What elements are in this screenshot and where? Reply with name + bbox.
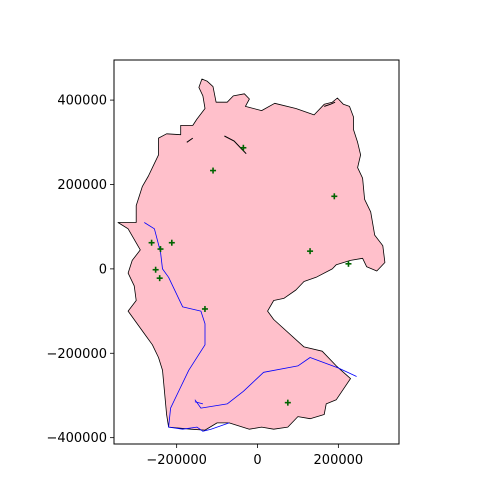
plot-area (117, 78, 386, 432)
city-point-marker (201, 305, 208, 312)
city-point-marker (156, 275, 163, 282)
x-axis: −200000 0 200000 (146, 444, 363, 468)
coastline-segment (186, 137, 194, 143)
axes-frame (113, 59, 400, 445)
city-point-marker (152, 266, 159, 273)
city-point-marker (148, 239, 155, 246)
city-point-marker (210, 167, 217, 174)
y-axis: 400000 200000 0 −200000 −400000 (46, 94, 114, 446)
y-tick-label: 0 (99, 262, 107, 277)
city-point-marker (331, 193, 338, 200)
y-tick-label: 200000 (57, 178, 107, 193)
y-tick-label: −200000 (46, 347, 107, 362)
x-tick-label: 0 (253, 453, 261, 468)
y-tick-label: −400000 (46, 431, 107, 446)
river-line (194, 357, 357, 409)
city-point-marker (284, 399, 291, 406)
river-line (194, 401, 204, 405)
coastline-segment (224, 135, 247, 155)
city-point-marker (345, 260, 352, 267)
city-point-marker (157, 246, 164, 253)
x-tick-label: 200000 (314, 453, 364, 468)
city-point-marker (307, 248, 314, 255)
coastline-segment (324, 101, 336, 107)
y-tick-label: 400000 (57, 94, 107, 109)
country-polygon (117, 78, 386, 431)
x-tick-label: −200000 (146, 453, 207, 468)
river-line (144, 222, 230, 432)
city-point-marker (168, 239, 175, 246)
city-point-marker (240, 144, 247, 151)
